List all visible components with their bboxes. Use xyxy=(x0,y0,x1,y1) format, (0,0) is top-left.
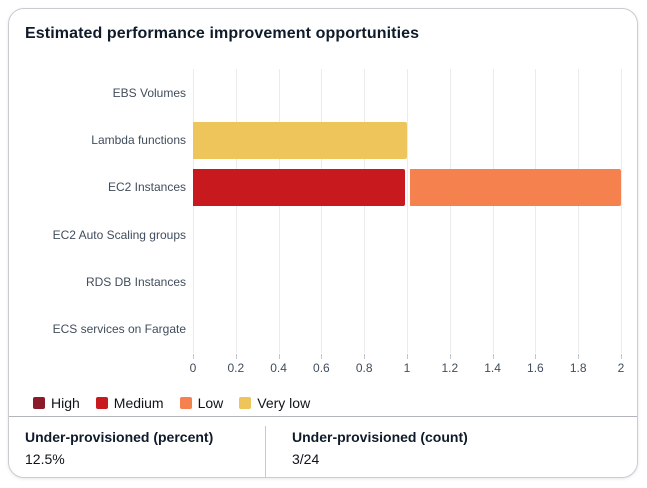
gridline xyxy=(321,69,323,353)
axis-tick-mark xyxy=(235,354,237,359)
x-tick-label: 1.4 xyxy=(484,361,501,375)
axis-tick-mark xyxy=(449,354,451,359)
metric-value: 3/24 xyxy=(292,451,320,467)
x-tick-label: 1 xyxy=(403,361,411,375)
category-label: EC2 Instances xyxy=(107,180,186,195)
legend-swatch xyxy=(95,397,108,409)
category-label: ECS services on Fargate xyxy=(52,322,186,337)
axis-tick-mark xyxy=(364,354,366,359)
gridline xyxy=(578,69,580,353)
legend-item-low[interactable]: Low xyxy=(179,395,224,411)
legend-label: Low xyxy=(197,395,224,411)
gridline xyxy=(492,69,494,353)
x-tick-label: 1.8 xyxy=(569,361,587,375)
gridline xyxy=(535,69,537,353)
legend-label: Very low xyxy=(257,395,311,411)
performance-improvement-card: Estimated performance improvement opport… xyxy=(8,8,638,478)
legend: High Medium Low Very low xyxy=(33,395,310,411)
category-labels: EBS Volumes Lambda functions EC2 Instances… xyxy=(9,69,186,353)
x-tick-label: 0.8 xyxy=(355,361,373,375)
axis-tick-mark xyxy=(193,354,194,359)
axis-tick-mark xyxy=(578,354,580,359)
x-tick-label: 0 xyxy=(189,361,197,375)
x-axis-labels: 0 0.2 0.4 0.6 0.8 1 1.2 1.4 1.6 1.8 2 xyxy=(189,361,625,377)
axis-tick-mark xyxy=(535,354,537,359)
category-label: EBS Volumes xyxy=(112,85,186,100)
metric-value: 12.5% xyxy=(25,451,65,467)
x-tick-label: 0.4 xyxy=(270,361,287,375)
footer-divider xyxy=(9,416,637,417)
category-label: RDS DB Instances xyxy=(85,274,186,289)
legend-item-high[interactable]: High xyxy=(33,395,80,411)
legend-label: Medium xyxy=(113,395,164,411)
axis-tick-mark xyxy=(492,354,494,359)
chart-title: Estimated performance improvement opport… xyxy=(25,25,420,42)
gridline xyxy=(621,69,622,353)
legend-label: High xyxy=(51,395,80,411)
gridline xyxy=(278,69,280,353)
x-tick-label: 2 xyxy=(617,361,625,375)
legend-item-very-low[interactable]: Very low xyxy=(239,395,310,411)
metric: Under-provisioned (percent) 12.5% xyxy=(9,426,265,477)
metric: Under-provisioned (count) 3/24 xyxy=(265,426,484,477)
category-label: EC2 Auto Scaling groups xyxy=(52,227,186,242)
bar-segment-very-low[interactable] xyxy=(193,121,407,159)
bar-segment-medium[interactable] xyxy=(193,168,405,206)
legend-swatch xyxy=(33,397,45,409)
axis-tick-mark xyxy=(278,354,280,359)
gridline xyxy=(407,69,408,353)
legend-item-medium[interactable]: Medium xyxy=(95,395,164,411)
legend-swatch xyxy=(179,397,192,409)
x-tick-label: 0.6 xyxy=(313,361,330,375)
metric-label: Under-provisioned (count) xyxy=(292,429,468,445)
metric-label: Under-provisioned (percent) xyxy=(25,429,214,445)
x-tick-label: 0.2 xyxy=(227,361,245,375)
bar-segment-low[interactable] xyxy=(409,168,621,206)
gridline xyxy=(364,69,366,353)
gridline xyxy=(235,69,237,353)
gridline xyxy=(193,69,194,353)
legend-swatch xyxy=(239,397,252,409)
gridline xyxy=(449,69,451,353)
axis-tick-mark xyxy=(407,354,408,359)
plot-area xyxy=(193,69,622,359)
x-tick-label: 1.2 xyxy=(441,361,459,375)
footer-metrics: Under-provisioned (percent) 12.5% Under-pr… xyxy=(9,417,637,477)
category-label: Lambda functions xyxy=(91,132,186,147)
x-tick-label: 1.6 xyxy=(527,361,544,375)
axis-tick-mark xyxy=(321,354,323,359)
axis-tick-mark xyxy=(621,354,622,359)
